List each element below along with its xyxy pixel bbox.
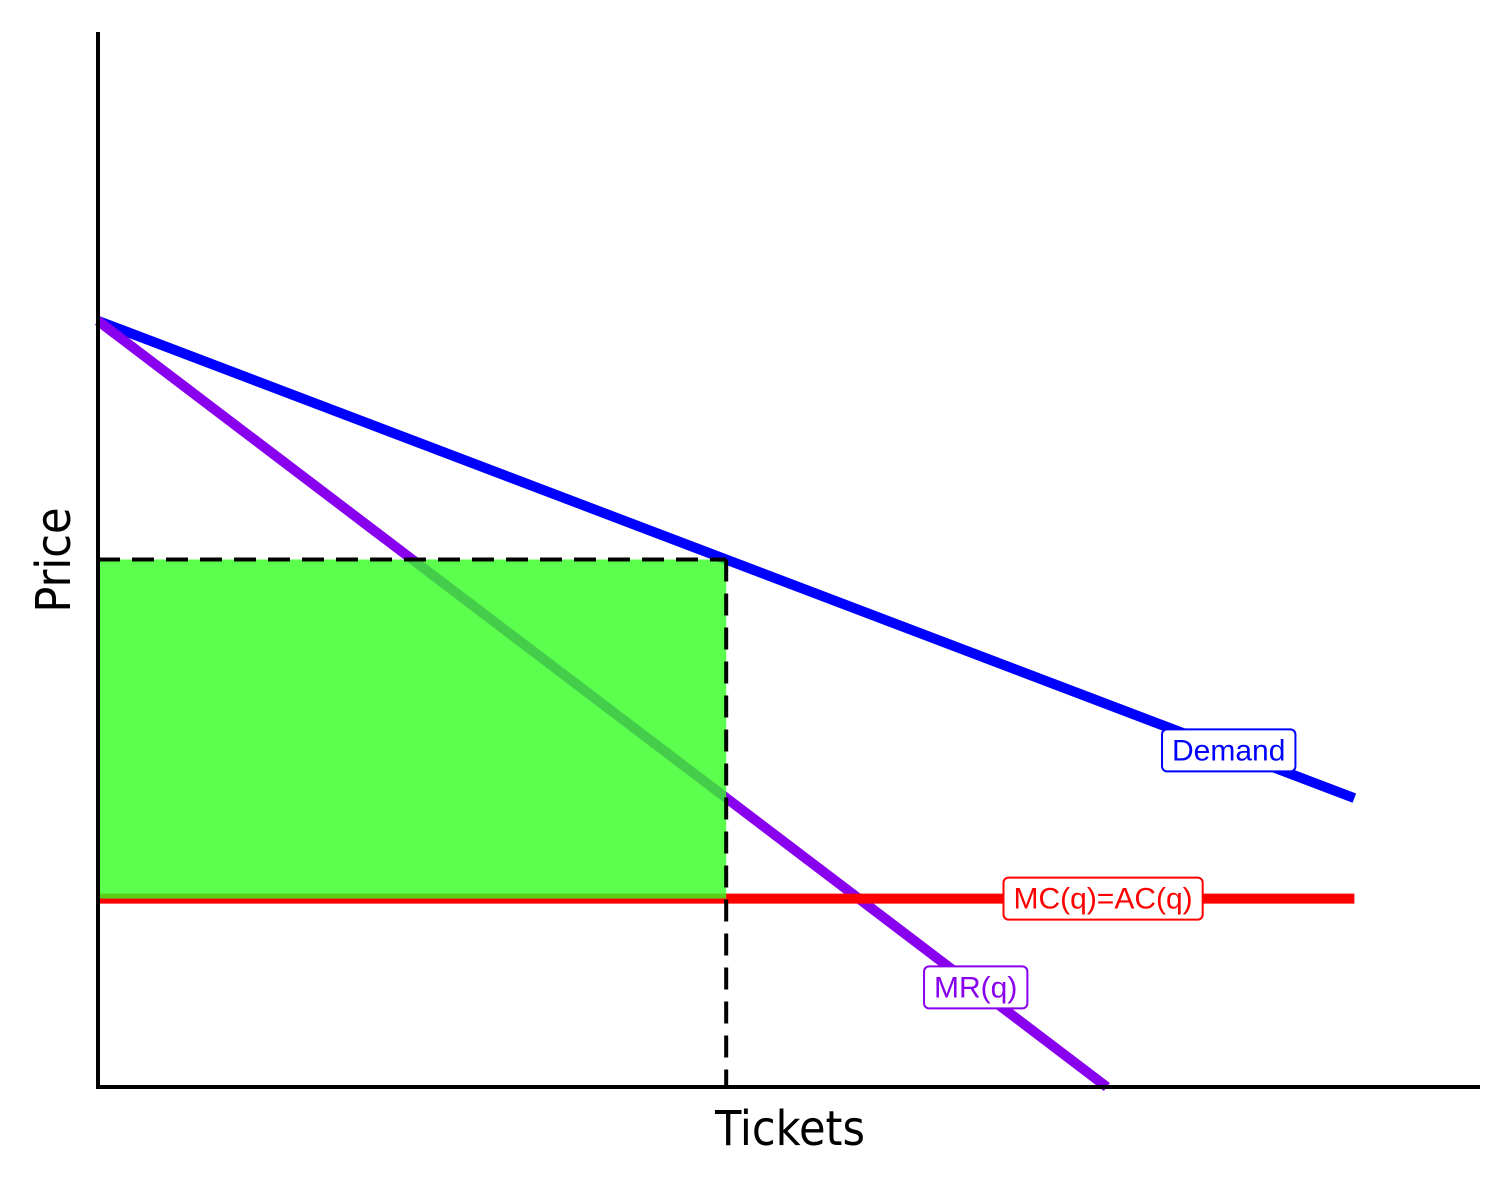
profit-area xyxy=(98,559,727,899)
series-label: Demand xyxy=(1172,734,1285,767)
series-label-box xyxy=(1161,728,1297,773)
series-label: MR(q) xyxy=(934,971,1017,1004)
plot-area xyxy=(94,316,1357,1091)
y-axis-title: Price xyxy=(26,507,82,612)
x-axis-title: Tickets xyxy=(714,1101,865,1157)
series-label: MC(q)=AC(q) xyxy=(1013,883,1192,916)
series-label-box xyxy=(1002,876,1204,921)
series-label-box xyxy=(923,965,1029,1010)
